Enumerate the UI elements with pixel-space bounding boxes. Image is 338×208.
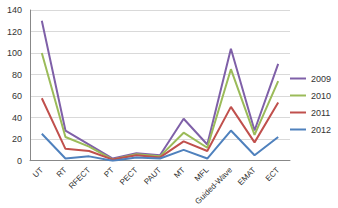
svg-text:PT: PT <box>102 165 116 179</box>
svg-text:ECT: ECT <box>264 165 282 183</box>
svg-text:2012: 2012 <box>311 125 331 135</box>
svg-text:2010: 2010 <box>311 91 331 101</box>
svg-text:80: 80 <box>12 70 22 80</box>
svg-text:PECT: PECT <box>118 165 140 187</box>
svg-text:60: 60 <box>12 91 22 101</box>
svg-text:RT: RT <box>55 165 69 179</box>
svg-text:PAUT: PAUT <box>142 165 163 186</box>
svg-text:20: 20 <box>12 134 22 144</box>
svg-text:2009: 2009 <box>311 74 331 84</box>
svg-text:MFL: MFL <box>193 165 211 183</box>
svg-text:0: 0 <box>17 156 22 166</box>
svg-text:40: 40 <box>12 113 22 123</box>
svg-text:140: 140 <box>7 5 22 15</box>
svg-text:UT: UT <box>31 165 45 179</box>
svg-text:2011: 2011 <box>311 108 330 118</box>
svg-text:RFECT: RFECT <box>67 165 92 190</box>
svg-text:120: 120 <box>7 27 22 37</box>
svg-text:EMAT: EMAT <box>236 165 258 187</box>
svg-text:100: 100 <box>7 48 22 58</box>
svg-text:Guided-Wave: Guided-Wave <box>193 165 234 206</box>
svg-text:MT: MT <box>172 165 187 180</box>
